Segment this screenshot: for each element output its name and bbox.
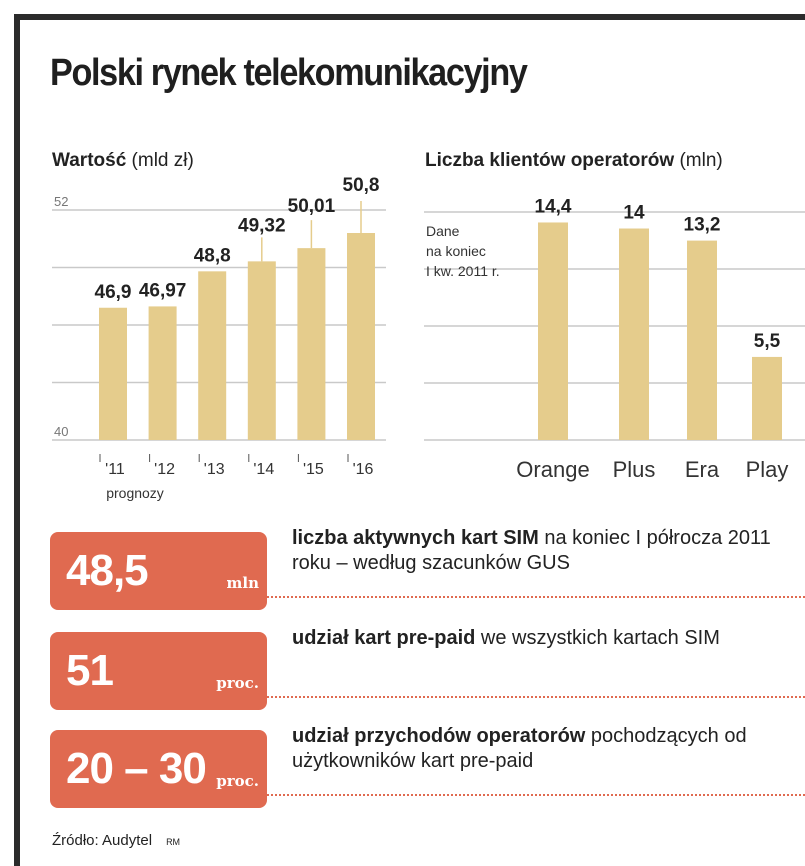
chart2-title-unit: (mln)	[679, 150, 723, 171]
chart2-title-bold: Liczba klientów operatorów	[425, 150, 675, 171]
chart1-xtick-label: '12	[154, 461, 175, 478]
stat-desc-prepaid: udział kart pre-paid we wszystkich karta…	[292, 626, 792, 651]
chart1-xtick-label: '11	[105, 461, 125, 478]
stat-value-sim: 48,5	[66, 546, 149, 595]
chart2-annotation-line: Dane	[426, 223, 460, 239]
stat-desc-prepaid-bold: udział kart pre-paid	[292, 627, 476, 649]
chart2-annotation-line: I kw. 2011 r.	[426, 263, 500, 279]
chart1-bar	[148, 306, 177, 440]
stat-desc-sim: liczba aktywnych kart SIM na koniec I pó…	[292, 526, 792, 576]
chart2-bar	[538, 222, 568, 440]
chart1-value-label: 50,8	[343, 175, 380, 196]
stat-desc-revenue: udział przychodów operatorów pochodzącyc…	[292, 724, 792, 774]
chart2-bar	[619, 228, 649, 440]
stat-value-revenue: 20 – 30	[66, 744, 207, 793]
stat-unit-prepaid: proc.	[216, 674, 259, 692]
chart1-xtick-label: '13	[204, 461, 225, 478]
chart1-xtick-label: '15	[303, 461, 324, 478]
stat-unit-revenue: proc.	[216, 772, 259, 790]
chart2-xtick-label: Orange	[516, 457, 589, 482]
chart1-value-label: 49,32	[238, 215, 286, 236]
chart1-xtick-label: '16	[353, 461, 374, 478]
stat-box-revenue: 20 – 30 proc.	[50, 730, 267, 808]
chart1-title: Wartość (mld zł)	[52, 150, 194, 172]
chart1-title-unit: (mld zł)	[131, 150, 194, 171]
chart2-value-label: 13,2	[684, 215, 721, 236]
chart1-bar	[297, 248, 326, 440]
source-note: Źródło: Audytel RM	[52, 832, 180, 849]
chart2-xtick-label: Play	[746, 457, 789, 482]
page-title: Polski rynek telekomunikacyjny	[50, 52, 528, 94]
stat-desc-prepaid-rest: we wszystkich kartach SIM	[475, 627, 720, 649]
chart1-bar	[347, 233, 375, 440]
chart1-value-label: 50,01	[288, 196, 336, 217]
stat-box-sim: 48,5 mln	[50, 532, 267, 610]
chart2-value-label: 14	[623, 203, 645, 224]
divider-dots	[267, 596, 805, 598]
chart1-xtick-label: '14	[253, 461, 274, 478]
chart1-bar	[247, 261, 276, 440]
chart1-ytick-top: 52	[54, 194, 68, 209]
frame-top-bar	[14, 14, 805, 20]
chart2-bar	[752, 356, 782, 440]
stat-desc-sim-rest: na koniec I półrocza 2011 roku – według …	[292, 527, 771, 574]
chart1-note: prognozy	[106, 485, 164, 501]
stat-box-prepaid: 51 proc.	[50, 632, 267, 710]
chart1-bar	[99, 307, 127, 440]
frame-left-bar	[14, 14, 20, 866]
stat-desc-sim-bold: liczba aktywnych kart SIM	[292, 527, 539, 549]
chart2-value-label: 5,5	[754, 331, 781, 352]
chart2-annotation-line: na koniec	[426, 243, 486, 259]
chart1-ytick-bottom: 40	[54, 424, 68, 439]
chart2-value-label: 14,4	[535, 196, 572, 217]
chart2-xtick-label: Plus	[613, 457, 656, 482]
chart2-title: Liczba klientów operatorów (mln)	[425, 150, 723, 172]
chart2-bar	[687, 240, 717, 440]
credit-text: RM	[166, 837, 181, 847]
chart1-value-label: 46,97	[139, 280, 187, 301]
chart1-title-bold: Wartość	[52, 150, 127, 171]
stat-unit-sim: mln	[226, 574, 259, 592]
chart1-value-label: 48,8	[194, 245, 231, 266]
source-text: Źródło: Audytel	[52, 832, 153, 849]
chart1-value-label: 46,9	[95, 282, 132, 303]
divider-dots	[267, 696, 805, 698]
stat-value-prepaid: 51	[66, 646, 114, 695]
chart2-xtick-label: Era	[685, 457, 720, 482]
divider-dots	[267, 794, 805, 796]
stat-desc-revenue-bold: udział przychodów operatorów	[292, 725, 586, 747]
stat-desc-revenue-rest: pochodzących od użytkowników kart pre-pa…	[292, 725, 747, 772]
chart1-bar	[198, 271, 227, 440]
